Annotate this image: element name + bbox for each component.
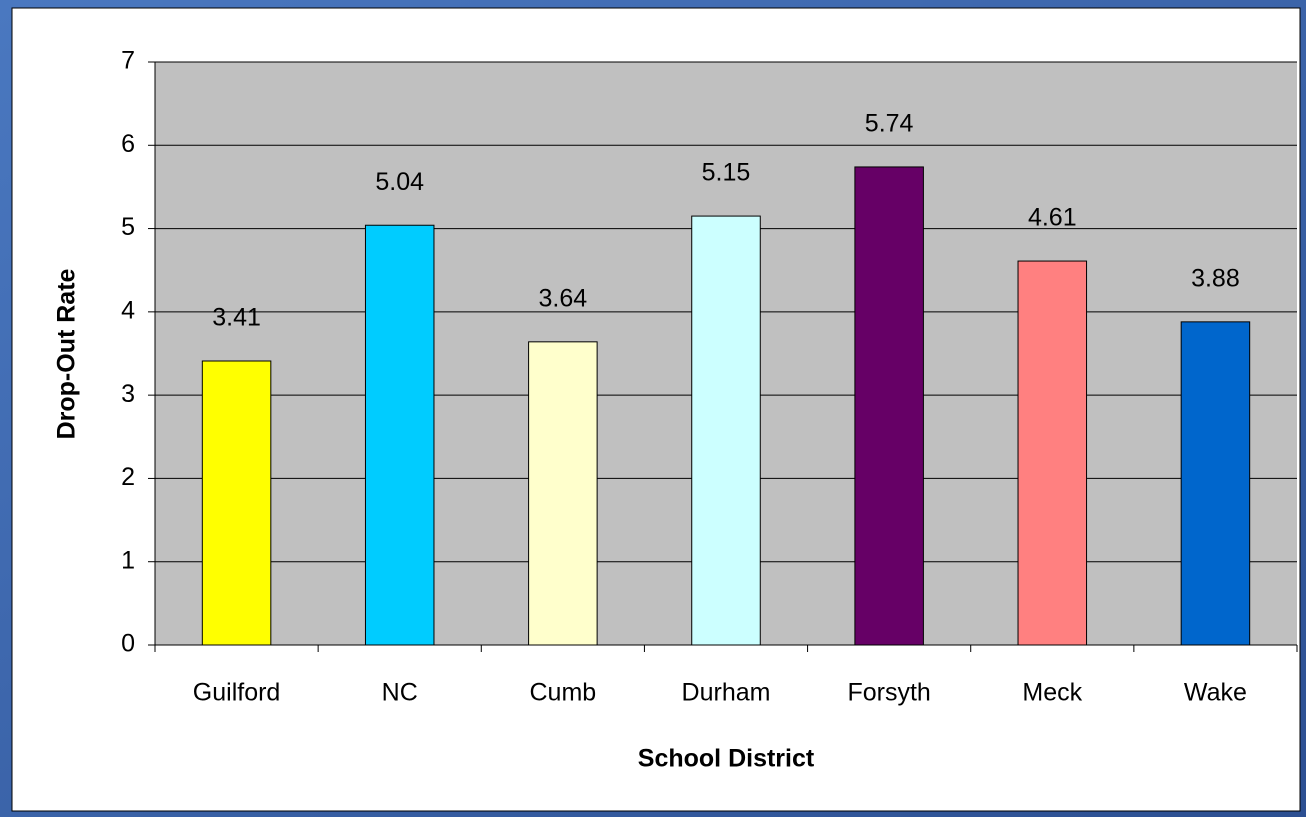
y-tick-label: 7 xyxy=(121,47,135,75)
data-label: 4.61 xyxy=(1028,204,1077,232)
y-tick-label: 3 xyxy=(121,380,135,408)
x-tick-label: Forsyth xyxy=(847,679,930,707)
data-label: 3.41 xyxy=(212,304,261,332)
x-tick-label: Meck xyxy=(1022,679,1082,707)
bar xyxy=(528,341,598,646)
bar xyxy=(1017,260,1088,646)
y-tick-label: 4 xyxy=(121,296,135,324)
y-axis-title: Drop-Out Rate xyxy=(53,268,81,439)
x-axis-title: School District xyxy=(638,745,815,773)
y-tick-label: 0 xyxy=(121,630,135,658)
x-tick-label: Durham xyxy=(682,679,771,707)
data-label: 5.15 xyxy=(702,159,751,187)
y-tick-label: 6 xyxy=(121,130,135,158)
x-tick-label: Wake xyxy=(1184,679,1247,707)
data-label: 3.64 xyxy=(539,284,588,312)
bar xyxy=(1180,321,1251,646)
data-label: 3.88 xyxy=(1191,264,1240,292)
y-tick-label: 2 xyxy=(121,463,135,491)
y-tick-label: 1 xyxy=(121,546,135,574)
bar xyxy=(364,224,435,646)
x-tick-label: NC xyxy=(382,679,418,707)
bar xyxy=(201,360,272,646)
data-label: 5.74 xyxy=(865,110,914,138)
bar xyxy=(691,215,761,646)
x-tick-label: Guilford xyxy=(193,679,281,707)
x-tick-label: Cumb xyxy=(530,679,597,707)
data-label: 5.04 xyxy=(375,168,424,196)
bar xyxy=(854,166,924,646)
y-tick-label: 5 xyxy=(121,213,135,241)
